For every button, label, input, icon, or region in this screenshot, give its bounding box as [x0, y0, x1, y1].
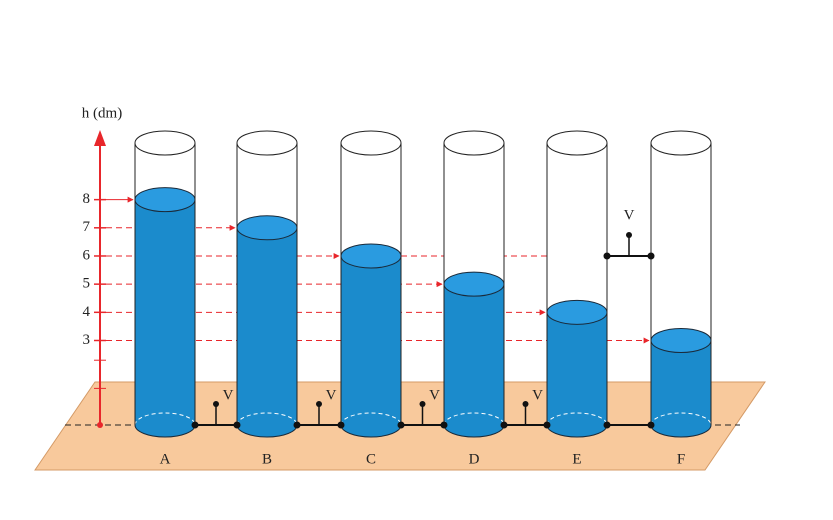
joint	[233, 421, 241, 429]
bottom-rim	[650, 412, 712, 426]
tank-top	[546, 130, 608, 156]
water-surface	[340, 243, 402, 269]
tank-label: B	[262, 451, 272, 467]
water-surface	[650, 327, 712, 353]
tick-label: 8	[83, 191, 91, 207]
bottom-rim	[236, 412, 298, 426]
tank-label: C	[366, 451, 376, 467]
water	[443, 283, 505, 438]
valve-knob	[419, 401, 426, 407]
tank-top	[236, 130, 298, 156]
bottom-rim	[340, 412, 402, 426]
tank-top	[650, 130, 712, 156]
joint	[337, 421, 345, 429]
bottom-rim	[546, 412, 608, 426]
valve-label: V	[624, 207, 635, 223]
valve-knob	[522, 401, 529, 407]
joint	[440, 421, 448, 429]
valve-label: V	[326, 387, 337, 403]
tick-label: 3	[83, 332, 91, 348]
water-surface	[546, 299, 608, 325]
water	[236, 227, 298, 438]
origin	[97, 422, 103, 428]
tank-top	[340, 130, 402, 156]
tick-label: 7	[83, 219, 91, 235]
water-surface	[134, 187, 196, 213]
joint	[603, 421, 611, 429]
joint	[293, 421, 301, 429]
tank-label: D	[469, 451, 480, 467]
joint	[191, 421, 199, 429]
joint	[543, 421, 551, 429]
valve-knob	[316, 401, 322, 407]
water-surface	[443, 271, 505, 297]
valve-knob	[213, 401, 219, 407]
axis-arrow	[94, 130, 106, 146]
joint	[647, 421, 655, 429]
tank-label: A	[160, 451, 171, 467]
bottom-rim	[134, 412, 196, 426]
tanks: 8 7 6 5 4 3 A B C D E F V V V V V	[83, 130, 712, 467]
valve-label: V	[429, 387, 440, 403]
tick-label: 4	[83, 304, 91, 320]
water	[650, 339, 712, 438]
joint	[647, 252, 655, 260]
water-surface	[236, 215, 298, 241]
tank-label: E	[572, 451, 581, 467]
joint	[603, 252, 611, 260]
tick-label: 6	[83, 247, 91, 263]
valve-label: V	[223, 387, 234, 403]
axis-label: h (dm)	[82, 105, 122, 121]
tank-top	[443, 130, 505, 156]
joint	[397, 421, 405, 429]
valve-knob	[626, 232, 632, 238]
water	[134, 199, 196, 438]
joint	[500, 421, 508, 429]
valve-label: V	[532, 387, 543, 403]
tank-label: F	[677, 451, 685, 467]
bottom-rim	[443, 412, 505, 426]
tick-label: 5	[83, 276, 91, 292]
water	[546, 311, 608, 438]
tank-top	[134, 130, 196, 156]
water	[340, 255, 402, 438]
